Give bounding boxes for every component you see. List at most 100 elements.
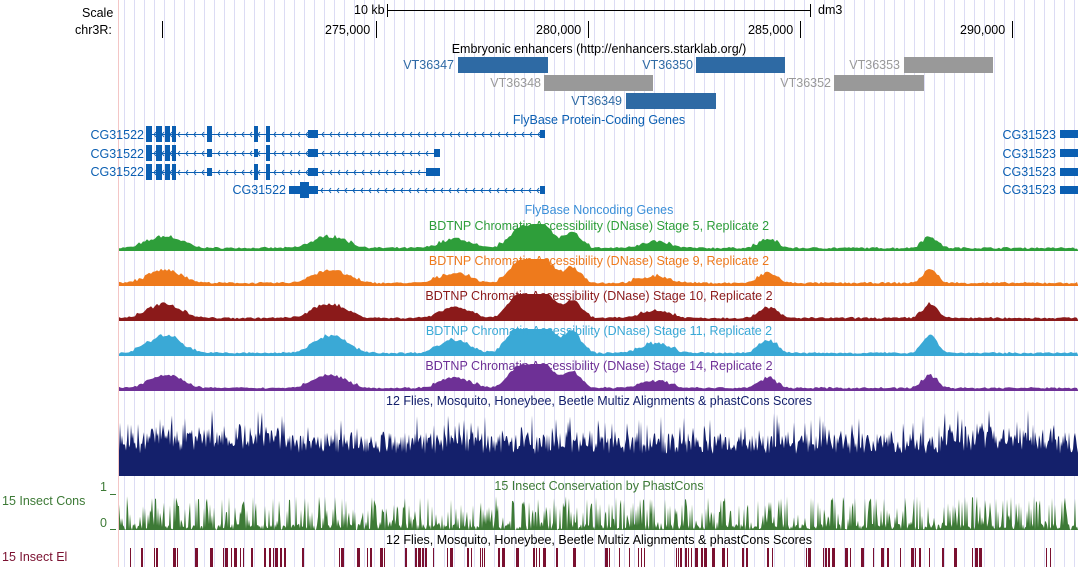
conserved-element <box>275 548 278 567</box>
dnase-track-title[interactable]: BDTNP Chromatin Accessibility (DNase) St… <box>425 324 773 338</box>
gene-strand-arrow <box>193 150 197 157</box>
dnase-signal <box>119 259 1078 285</box>
gene-strand-arrow <box>424 187 428 194</box>
conserved-element <box>881 548 884 567</box>
insect-el-side-label[interactable]: 15 Insect El <box>2 550 68 564</box>
gene-strand-arrow <box>329 131 333 138</box>
conserved-element <box>680 548 682 567</box>
gene-label[interactable]: CG31523 <box>1002 128 1056 142</box>
gene-strand-arrow <box>353 169 357 176</box>
conserved-element <box>418 548 421 567</box>
dnase-track-title[interactable]: BDTNP Chromatin Accessibility (DNase) St… <box>428 254 770 268</box>
gene-strand-arrow <box>449 131 453 138</box>
conserved-element <box>341 548 344 567</box>
dnase-signal <box>119 364 1078 390</box>
dnase-track-title[interactable]: BDTNP Chromatin Accessibility (DNase) St… <box>428 219 770 233</box>
gene-strand-arrow <box>281 150 285 157</box>
gene-strand-arrow <box>456 187 460 194</box>
conserved-element <box>605 548 608 567</box>
conserved-element <box>712 548 715 567</box>
gene-label[interactable]: CG31523 <box>1002 165 1056 179</box>
conserved-element <box>701 548 703 567</box>
enhancer-track-title[interactable]: Embryonic enhancers (http://enhancers.st… <box>451 42 747 56</box>
gene-strand-arrow <box>321 169 325 176</box>
noncoding-track-title[interactable]: FlyBase Noncoding Genes <box>524 203 674 217</box>
multiz-track-title[interactable]: 12 Flies, Mosquito, Honeybee, Beetle Mul… <box>386 394 812 408</box>
gene-exon <box>146 126 152 142</box>
conserved-element <box>467 548 469 567</box>
conserved-element <box>678 548 679 567</box>
enhancer-label[interactable]: VT36350 <box>642 58 693 72</box>
gene-strand-arrow <box>281 131 285 138</box>
insect-cons-track-title[interactable]: 15 Insect Conservation by PhastCons <box>494 479 704 493</box>
enhancer-label[interactable]: VT36348 <box>490 76 541 90</box>
insect-cons-ymax: 1 <box>100 480 107 494</box>
gene-strand-arrow <box>281 169 285 176</box>
conserved-element <box>284 548 286 567</box>
gene-label[interactable]: CG31522 <box>232 183 286 197</box>
enhancer-feature <box>696 57 785 73</box>
gene-strand-arrow <box>297 150 301 157</box>
conserved-element <box>695 548 698 567</box>
gene-strand-arrow <box>377 150 381 157</box>
gene-strand-arrow <box>536 187 540 194</box>
insect-cons-signal <box>119 496 1078 530</box>
gene-strand-arrow <box>465 131 469 138</box>
conserved-element <box>533 548 535 567</box>
enhancer-label[interactable]: VT36353 <box>849 58 900 72</box>
gene-strand-arrow <box>537 131 541 138</box>
gene-strand-arrow <box>401 150 405 157</box>
conserved-element <box>942 548 944 567</box>
gene-strand-arrow <box>337 169 341 176</box>
gene-strand-arrow <box>233 131 237 138</box>
conserved-element <box>556 548 558 567</box>
gene-strand-arrow <box>193 169 197 176</box>
gene-strand-arrow <box>369 169 373 176</box>
gene-strand-arrow <box>329 169 333 176</box>
protein-genes-track-title[interactable]: FlyBase Protein-Coding Genes <box>512 113 686 127</box>
dnase-track-title[interactable]: BDTNP Chromatin Accessibility (DNase) St… <box>425 289 773 303</box>
gene-label[interactable]: CG31523 <box>1002 147 1056 161</box>
gene-label[interactable]: CG31522 <box>90 165 144 179</box>
conserved-element <box>251 548 253 567</box>
conserved-element <box>972 548 973 567</box>
gene-strand-arrow <box>409 131 413 138</box>
insect-cons-side-label[interactable]: 15 Insect Cons <box>2 494 86 508</box>
enhancer-label[interactable]: VT36352 <box>780 76 831 90</box>
position-tick-label: 290,000 <box>960 23 1006 37</box>
conserved-element <box>154 548 155 567</box>
gene-strand-arrow <box>305 131 309 138</box>
enhancer-label[interactable]: VT36349 <box>571 94 622 108</box>
gene-exon <box>289 186 301 194</box>
insect-el-track-title[interactable]: 12 Flies, Mosquito, Honeybee, Beetle Mul… <box>386 533 812 547</box>
gene-strand-arrow <box>289 131 293 138</box>
conserved-element <box>447 548 448 567</box>
gene-strand-arrow <box>441 131 445 138</box>
dnase-track-title[interactable]: BDTNP Chromatin Accessibility (DNase) St… <box>425 359 773 373</box>
conserved-element <box>543 548 546 567</box>
gene-strand-arrow <box>393 131 397 138</box>
gene-exon <box>1060 149 1078 157</box>
conserved-element <box>825 548 827 567</box>
conserved-element <box>746 548 748 567</box>
gene-strand-arrow <box>401 169 405 176</box>
gene-exon <box>156 164 162 180</box>
multiz-conservation-signal <box>119 410 1078 476</box>
gene-exon <box>254 149 258 157</box>
gene-label[interactable]: CG31523 <box>1002 183 1056 197</box>
gene-strand-arrow <box>409 150 413 157</box>
gene-exon <box>434 149 440 157</box>
enhancer-label[interactable]: VT36347 <box>403 58 454 72</box>
gene-strand-arrow <box>201 131 205 138</box>
gene-strand-arrow <box>353 131 357 138</box>
gene-label[interactable]: CG31522 <box>90 128 144 142</box>
gene-strand-arrow <box>361 169 365 176</box>
gene-exon <box>308 130 318 138</box>
gene-exon <box>207 149 212 157</box>
gene-exon <box>426 168 440 176</box>
conserved-element <box>269 548 271 567</box>
gene-strand-arrow <box>504 187 508 194</box>
gene-label[interactable]: CG31522 <box>90 147 144 161</box>
